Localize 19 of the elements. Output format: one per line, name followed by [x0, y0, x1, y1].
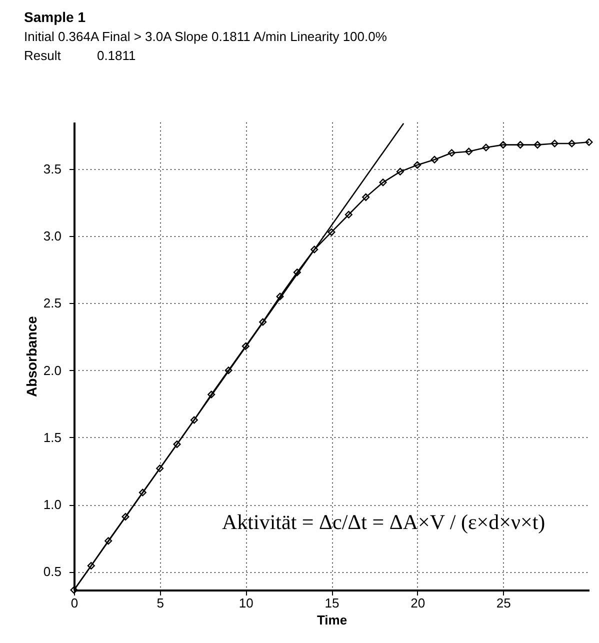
y-tick-label: 2.5 — [43, 296, 62, 311]
x-axis-title: Time — [316, 612, 348, 628]
x-tick-label: 0 — [70, 596, 78, 610]
annotation: Aktivität = Δc/Δt = ΔA×V / (ε×d×ν×t) — [222, 510, 546, 535]
text: Result 0.1811 — [24, 47, 137, 65]
x-tick-label: 15 — [324, 596, 340, 610]
y-tick-label: 1.5 — [43, 430, 62, 445]
y-tick-label: 3.0 — [43, 228, 62, 244]
x-tick-label: 5 — [156, 596, 164, 610]
y-tick-label: 1.0 — [43, 497, 62, 512]
chart-subtitle: Initial 0.364A Final > 3.0A Slope 0.1811 A/min Linearity 100.0% — [24, 28, 388, 46]
chart-title: Sample 1 — [24, 8, 86, 27]
y-tick-label: 0.5 — [43, 564, 62, 580]
y-tick-label: 2.0 — [43, 362, 62, 378]
y-axis-title: Absorbance — [23, 316, 40, 397]
x-tick-label: 20 — [410, 596, 426, 610]
x-tick-label: 10 — [238, 596, 254, 610]
x-tick-label: 25 — [496, 596, 511, 610]
y-tick-label: 3.5 — [43, 161, 62, 176]
